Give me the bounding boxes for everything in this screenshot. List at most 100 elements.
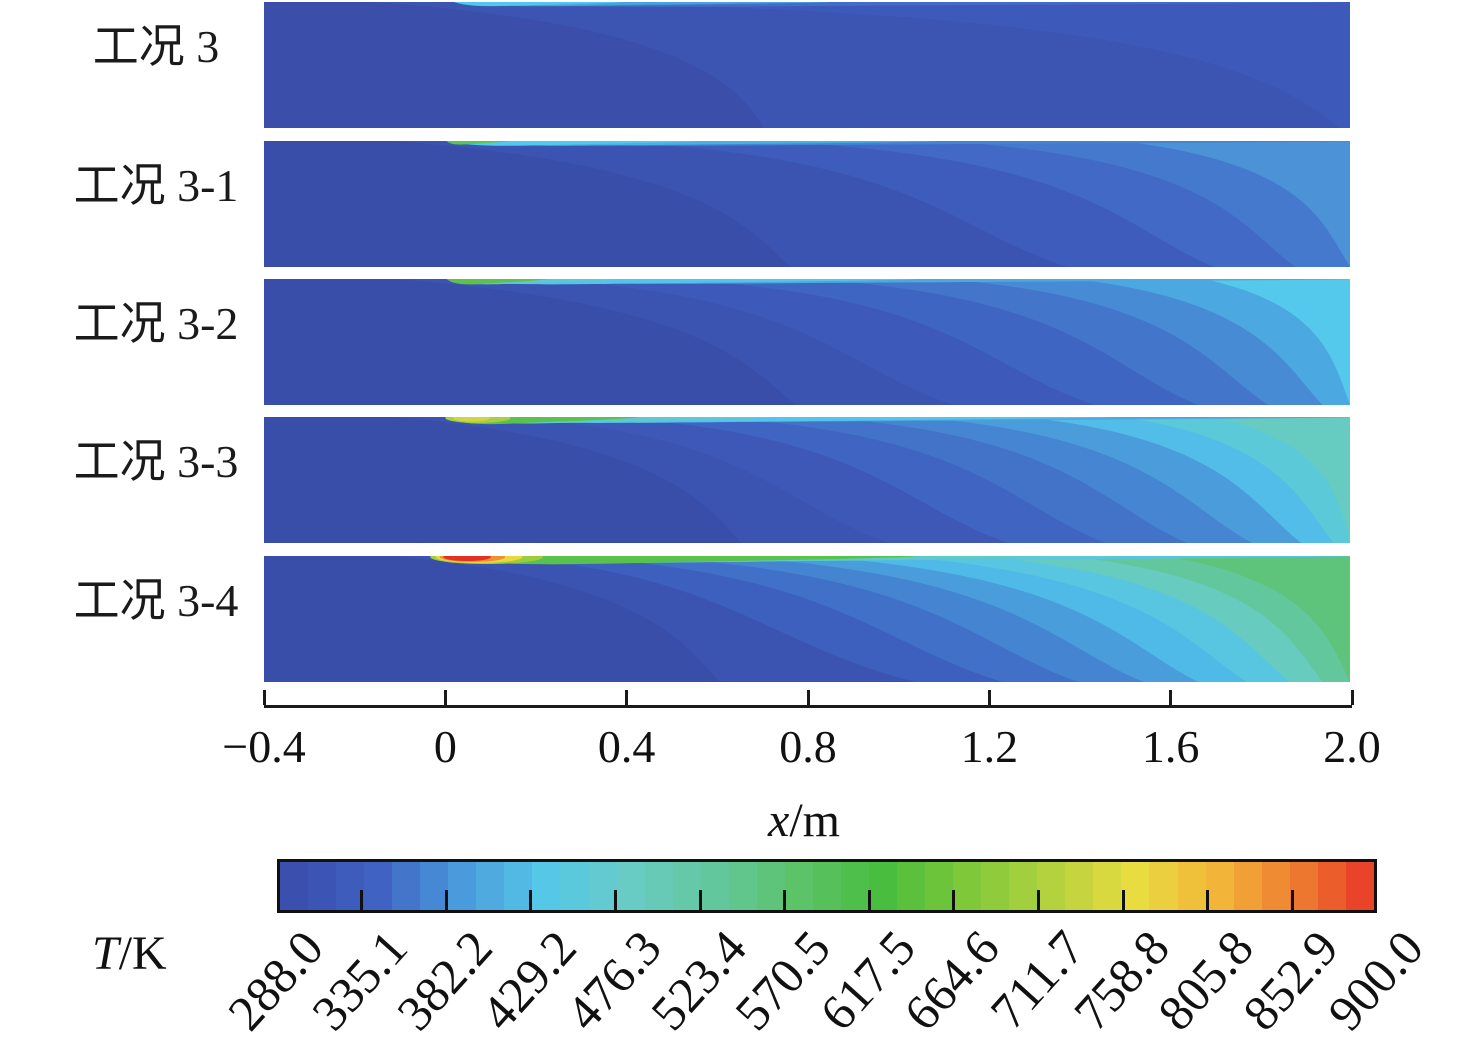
colorbar-tick-label: 382.2 bbox=[385, 919, 503, 1039]
colorbar-step bbox=[280, 862, 309, 910]
contour-band bbox=[1214, 417, 1350, 543]
colorbar-step bbox=[700, 862, 729, 910]
case-row-label: 工况 3 bbox=[92, 21, 220, 72]
colorbar-step bbox=[504, 862, 533, 910]
contour-panel bbox=[264, 279, 1350, 405]
colorbar-step bbox=[1345, 862, 1374, 910]
colorbar-title-variable: T bbox=[92, 927, 119, 980]
colorbar-tick bbox=[613, 890, 617, 910]
contour-cold-core bbox=[264, 279, 797, 405]
injection-streak bbox=[446, 141, 509, 145]
colorbar-tick bbox=[1121, 890, 1125, 910]
colorbar-tick bbox=[444, 890, 448, 910]
x-axis-title-unit: /m bbox=[789, 794, 840, 847]
x-axis-tick-label: 1.2 bbox=[960, 721, 1019, 772]
colorbar-title: T/K bbox=[92, 926, 167, 981]
colorbar-step bbox=[1149, 862, 1178, 910]
colorbar-step bbox=[1177, 862, 1206, 910]
contour-band bbox=[1203, 279, 1350, 405]
colorbar-step bbox=[840, 862, 869, 910]
x-axis-tick-label: 1.6 bbox=[1141, 721, 1200, 772]
contour-cold-core bbox=[264, 556, 721, 682]
injection-streak bbox=[454, 2, 623, 7]
x-axis-tick bbox=[443, 690, 447, 705]
colorbar-tick bbox=[1037, 890, 1041, 910]
colorbar-step bbox=[1009, 862, 1038, 910]
contour-band bbox=[1121, 141, 1350, 267]
x-axis-tick-label: 0 bbox=[433, 721, 457, 772]
colorbar-step bbox=[532, 862, 561, 910]
colorbar-step bbox=[616, 862, 645, 910]
colorbar-step bbox=[1065, 862, 1094, 910]
colorbar bbox=[277, 859, 1377, 913]
colorbar-step bbox=[308, 862, 337, 910]
injection-streak bbox=[446, 279, 547, 285]
colorbar-tick-label: 805.8 bbox=[1147, 919, 1265, 1039]
colorbar-tick-label: 476.3 bbox=[554, 919, 672, 1039]
x-axis-tick bbox=[1169, 690, 1173, 705]
contour-panel bbox=[264, 141, 1350, 267]
colorbar-step bbox=[1205, 862, 1234, 910]
x-axis-title-variable: x bbox=[768, 794, 790, 847]
x-axis-tick-label: 2.0 bbox=[1323, 721, 1381, 772]
colorbar-step bbox=[953, 862, 982, 910]
colorbar-tick-label: 852.9 bbox=[1231, 919, 1349, 1039]
colorbar-step bbox=[981, 862, 1010, 910]
colorbar-step bbox=[644, 862, 673, 910]
colorbar-step bbox=[392, 862, 421, 910]
injection-hot-spot bbox=[443, 556, 491, 561]
colorbar-step bbox=[1261, 862, 1290, 910]
colorbar-tick-label: 429.2 bbox=[470, 919, 588, 1039]
colorbar-step bbox=[897, 862, 926, 910]
colorbar-step bbox=[588, 862, 617, 910]
colorbar-tick bbox=[783, 890, 787, 910]
contour-band bbox=[1073, 279, 1350, 405]
contour-band bbox=[1165, 556, 1350, 682]
colorbar-step bbox=[672, 862, 701, 910]
colorbar-tick bbox=[529, 890, 533, 910]
colorbar-tick-label: 335.1 bbox=[301, 919, 418, 1039]
x-axis-line bbox=[264, 705, 1352, 708]
x-axis-tick-label: 0.8 bbox=[779, 721, 837, 772]
colorbar-step bbox=[728, 862, 757, 910]
colorbar-step bbox=[756, 862, 785, 910]
colorbar-tick bbox=[952, 890, 956, 910]
case-row-label: 工况 3-2 bbox=[73, 298, 239, 349]
colorbar-step bbox=[868, 862, 898, 910]
contour-band bbox=[1121, 417, 1350, 543]
colorbar-tick-label: 288.0 bbox=[216, 919, 334, 1039]
colorbar-step bbox=[420, 862, 449, 910]
case-row-label: 工况 3-1 bbox=[73, 160, 239, 211]
colorbar-tick-label: 900.0 bbox=[1316, 919, 1434, 1039]
x-axis-tick bbox=[625, 690, 629, 705]
colorbar-step bbox=[1317, 862, 1346, 910]
colorbar-step bbox=[448, 862, 477, 910]
colorbar-step bbox=[1037, 862, 1066, 910]
colorbar-tick bbox=[360, 890, 364, 910]
colorbar-title-unit: /K bbox=[118, 927, 167, 980]
colorbar-tick-label: 711.7 bbox=[979, 919, 1095, 1039]
contour-cold-core bbox=[264, 141, 791, 267]
colorbar-tick bbox=[1290, 890, 1294, 910]
x-axis-title: x/m bbox=[768, 793, 840, 848]
colorbar-tick-label: 617.5 bbox=[808, 919, 926, 1039]
x-axis-tick bbox=[987, 690, 991, 705]
injection-streak bbox=[448, 141, 699, 146]
injection-hot-spot bbox=[452, 417, 490, 422]
colorbar-step bbox=[560, 862, 589, 910]
x-axis-tick-label: −0.4 bbox=[222, 721, 306, 772]
colorbar-step bbox=[784, 862, 813, 910]
colorbar-tick bbox=[1206, 890, 1210, 910]
colorbar-tick-label: 570.5 bbox=[724, 919, 842, 1039]
case-row-label: 工况 3-3 bbox=[73, 436, 239, 487]
colorbar-tick bbox=[867, 890, 871, 910]
contour-panel bbox=[264, 417, 1350, 543]
colorbar-step bbox=[1233, 862, 1262, 910]
colorbar-tick bbox=[698, 890, 702, 910]
colorbar-tick-label: 758.8 bbox=[1062, 919, 1180, 1039]
x-axis-tick-label: 0.4 bbox=[597, 721, 656, 772]
colorbar-step bbox=[1121, 862, 1150, 910]
colorbar-step bbox=[1093, 862, 1122, 910]
contour-panel bbox=[264, 2, 1350, 128]
